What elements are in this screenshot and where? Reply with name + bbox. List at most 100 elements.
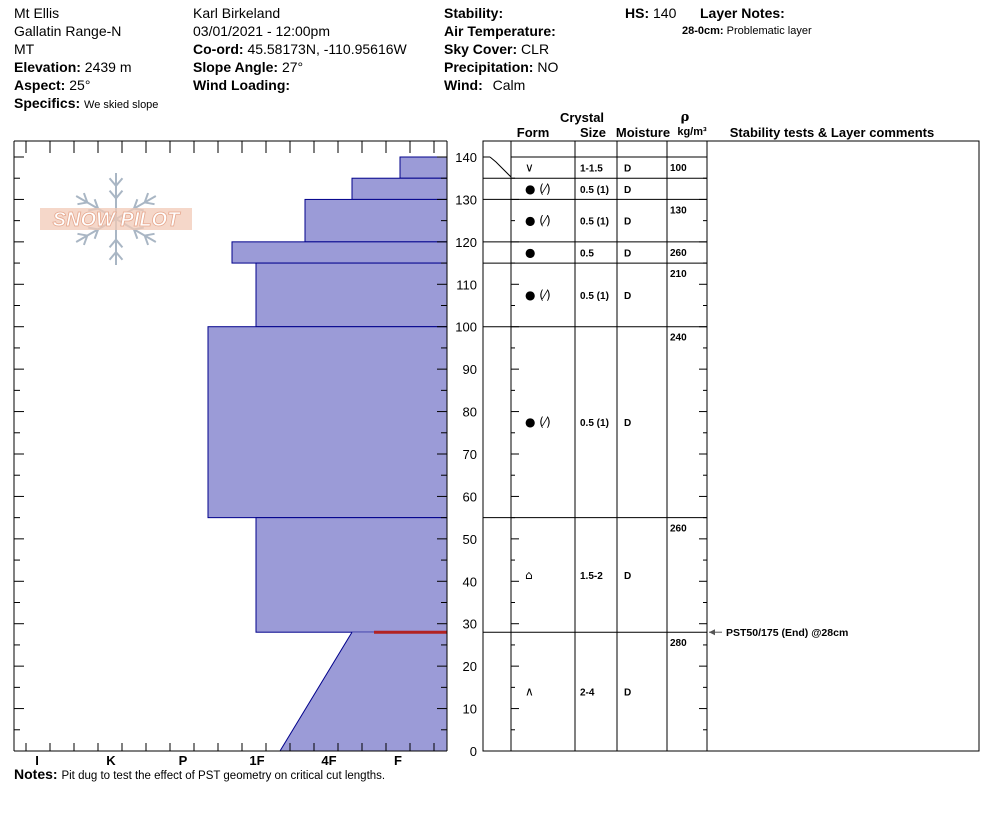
snowflake-branch xyxy=(143,192,150,203)
layer-note-text: Problematic layer xyxy=(726,25,812,37)
wind-loading-row: Wind Loading: xyxy=(193,76,290,94)
moisture-value: D xyxy=(624,164,631,175)
notes-value: Pit dug to test the effect of PST geomet… xyxy=(61,770,386,782)
crystal-size: 0.5 (1) xyxy=(580,217,609,228)
moisture-value: D xyxy=(624,185,631,196)
snowflake-branch xyxy=(115,251,124,261)
crystal-size: 2-4 xyxy=(580,688,595,699)
crystal-size: 0.5 (1) xyxy=(580,291,609,302)
snowflake-branch xyxy=(108,251,117,261)
wind-row: Wind: Calm xyxy=(444,76,525,94)
height-tick-label: 50 xyxy=(463,532,477,547)
height-tick-label: 0 xyxy=(470,744,477,759)
crystal-form: ● (⁄) xyxy=(525,214,551,228)
snowflake-branch xyxy=(82,192,89,203)
precip-label: Precipitation: xyxy=(444,59,534,75)
crystal-form: ∧ xyxy=(525,685,534,699)
hardness-tick-label: 1F xyxy=(249,753,264,768)
height-tick-label: 90 xyxy=(463,362,477,377)
hs-row: HS: 140 xyxy=(625,4,676,22)
snowflake-branch xyxy=(143,235,150,246)
range-name: Gallatin Range-N xyxy=(14,23,122,39)
crystal-form: ● xyxy=(525,245,535,259)
crystal-form: ● (⁄) xyxy=(525,415,551,429)
height-tick-label: 100 xyxy=(455,320,477,335)
snowflake-branch xyxy=(93,229,100,240)
precip-value: NO xyxy=(537,59,559,75)
crystal-form: ∨ xyxy=(525,161,534,175)
hardness-tick-label: I xyxy=(35,753,39,768)
snowpilot-logo: SNOW PILOT xyxy=(40,173,192,265)
snowflake-branch xyxy=(144,232,155,237)
sky-value: CLR xyxy=(521,41,550,57)
hardness-tick-label: P xyxy=(179,753,188,768)
snowflake-branch xyxy=(108,177,117,187)
density-value: 130 xyxy=(670,205,687,216)
stability-tests-header: Stability tests & Layer comments xyxy=(730,125,934,140)
crystal-size: 1.5-2 xyxy=(580,571,603,582)
hs-value: 140 xyxy=(653,5,677,21)
surface-connector xyxy=(489,156,512,178)
snowflake-branch xyxy=(144,201,155,206)
crystal-header: Crystal xyxy=(560,110,604,125)
height-tick-label: 20 xyxy=(463,659,477,674)
elevation-value: 2439 m xyxy=(84,59,132,75)
height-tick-label: 70 xyxy=(463,447,477,462)
specifics-row: Specifics: We skied slope xyxy=(14,94,158,114)
precip-row: Precipitation: NO xyxy=(444,58,558,76)
hardness-bar xyxy=(399,156,448,179)
snowflake-branch xyxy=(115,239,124,248)
height-tick-label: 30 xyxy=(463,617,477,632)
air-temp-row: Air Temperature: xyxy=(444,22,556,40)
height-tick-label: 140 xyxy=(455,150,477,165)
moisture-value: D xyxy=(624,571,631,582)
elevation-label: Elevation: xyxy=(14,59,81,75)
snowflake-branch xyxy=(132,229,139,240)
density-value: 260 xyxy=(670,248,687,259)
moisture-header: Moisture xyxy=(616,125,670,140)
crystal-size: 1-1.5 xyxy=(580,164,603,175)
moisture-value: D xyxy=(624,217,631,228)
crystal-size: 0.5 (1) xyxy=(580,185,609,196)
layer-notes-label: Layer Notes: xyxy=(700,5,785,21)
size-header: Size xyxy=(580,125,606,140)
hardness-tick-label: 4F xyxy=(321,753,336,768)
rho-header: ρ xyxy=(681,110,690,125)
density-unit-header: kg/m³ xyxy=(677,126,707,138)
height-tick-label: 10 xyxy=(463,702,477,717)
aspect-row: Aspect: 25° xyxy=(14,76,90,94)
crystal-form: ● (⁄) xyxy=(525,182,551,196)
elevation-row: Elevation: 2439 m xyxy=(14,58,132,76)
aspect-label: Aspect: xyxy=(14,77,66,93)
height-tick-label: 40 xyxy=(463,574,477,589)
slope-label: Slope Angle: xyxy=(193,59,279,75)
stability-label: Stability: xyxy=(444,5,504,21)
density-value: 260 xyxy=(670,524,687,535)
sky-row: Sky Cover: CLR xyxy=(444,40,549,58)
hardness-bar xyxy=(351,177,448,200)
layer-table-frame xyxy=(482,140,980,752)
logo-band xyxy=(40,208,192,230)
specifics-value: We skied slope xyxy=(84,99,159,111)
wind-label: Wind: xyxy=(444,77,483,93)
crystal-form: ⌂ xyxy=(525,568,533,582)
snowflake-branch xyxy=(82,235,89,246)
wind-value: Calm xyxy=(492,77,526,93)
coord-value: 45.58173N, -110.95616W xyxy=(247,41,407,57)
stability-row: Stability: xyxy=(444,4,503,22)
height-tick-label: 130 xyxy=(455,192,477,207)
hardness-tick-label: F xyxy=(394,753,402,768)
location-name: Mt Ellis xyxy=(14,5,60,21)
slope-value: 27° xyxy=(281,59,304,75)
hardness-bar xyxy=(231,241,448,264)
density-value: 210 xyxy=(670,269,687,280)
height-tick-label: 110 xyxy=(456,277,477,292)
layer-note-depth: 28-0cm: xyxy=(682,25,724,37)
hardness-bar xyxy=(207,326,448,519)
stability-test-arrow xyxy=(709,629,715,636)
height-tick-label: 120 xyxy=(455,235,477,250)
snowflake-branch xyxy=(108,190,117,199)
notes-label: Notes: xyxy=(14,766,58,782)
moisture-value: D xyxy=(624,248,631,259)
